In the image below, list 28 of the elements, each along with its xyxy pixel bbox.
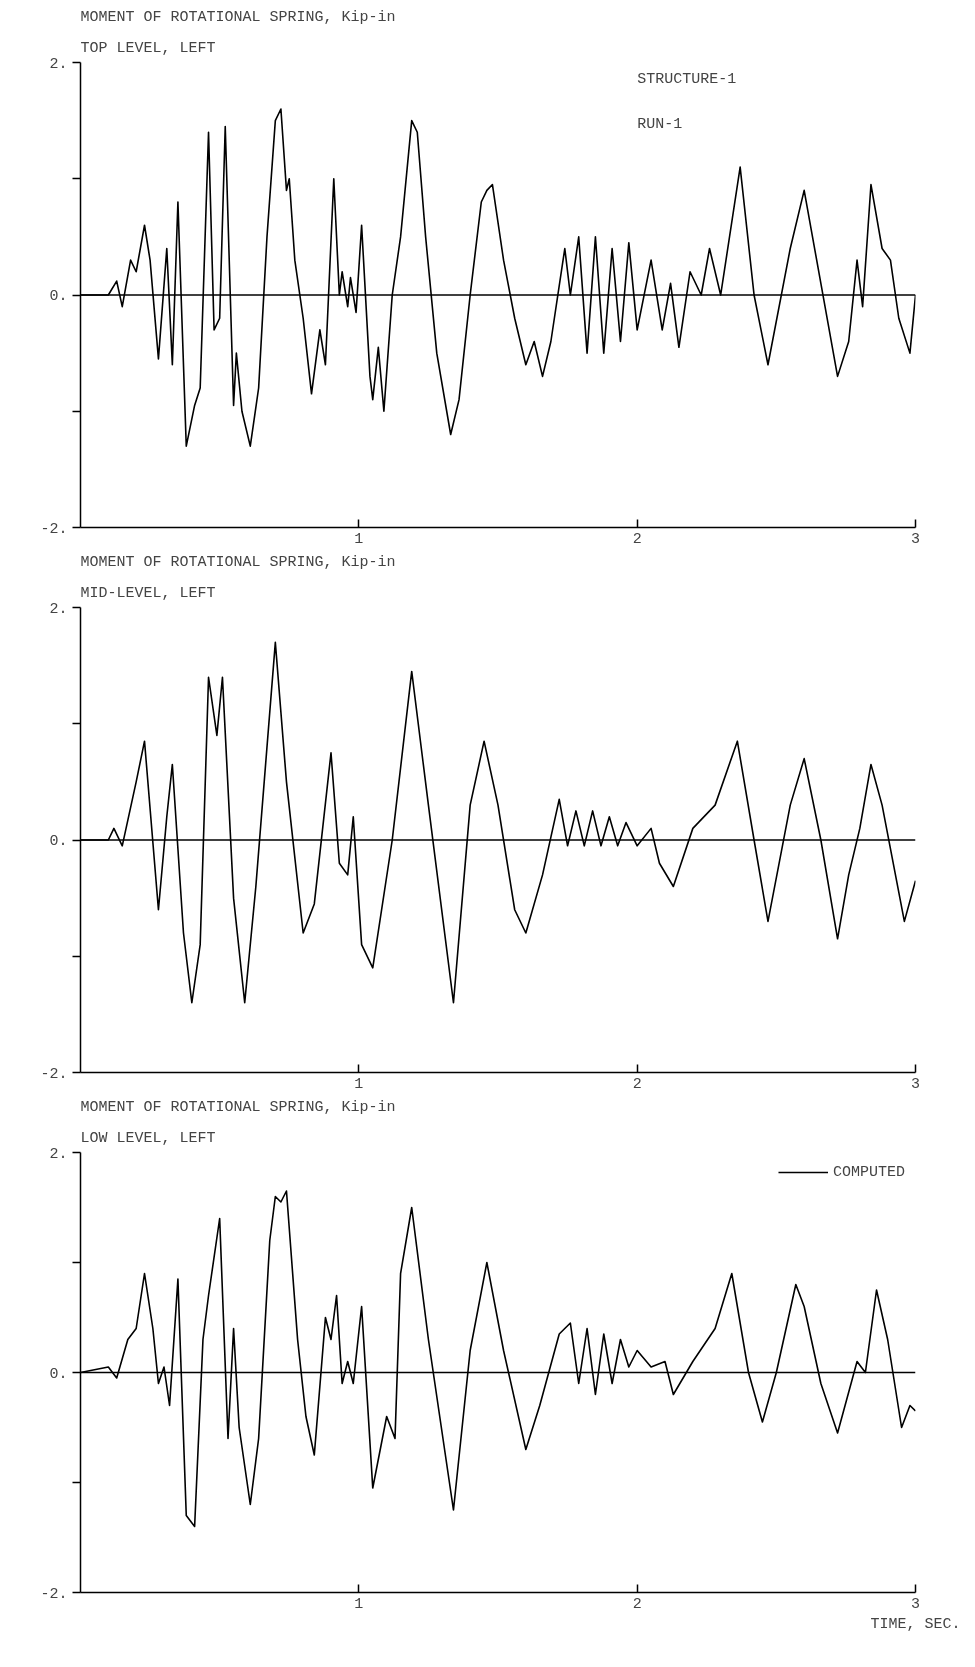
y-tick-label: 2. (49, 55, 68, 73)
x-axis-title: TIME, SEC. (870, 1615, 961, 1633)
chart-subtitle: MID-LEVEL, LEFT (80, 584, 216, 602)
chart-title: MOMENT OF ROTATIONAL SPRING, Kip-in (80, 553, 396, 571)
chart-subtitle: LOW LEVEL, LEFT (80, 1129, 216, 1147)
chart-subtitle: TOP LEVEL, LEFT (80, 39, 216, 57)
chart-title: MOMENT OF ROTATIONAL SPRING, Kip-in (80, 1098, 396, 1116)
chart-title: MOMENT OF ROTATIONAL SPRING, Kip-in (80, 8, 396, 26)
y-tick-label: 2. (49, 600, 68, 618)
annotation: RUN-1 (637, 115, 683, 133)
y-tick-label: 2. (49, 1145, 68, 1163)
x-tick-label: 1 (354, 530, 364, 548)
x-tick-label: 2 (632, 1595, 642, 1613)
y-tick-label: -2. (40, 1065, 68, 1083)
legend-label: COMPUTED (832, 1163, 905, 1181)
x-tick-label: 1 (354, 1075, 364, 1093)
x-tick-label: 1 (354, 1595, 364, 1613)
y-tick-label: -2. (40, 520, 68, 538)
x-tick-label: 2 (632, 530, 642, 548)
y-tick-label: 0. (49, 288, 68, 305)
x-tick-label: 3 (911, 530, 921, 548)
x-tick-label: 3 (911, 1075, 921, 1093)
y-tick-label: 0. (49, 833, 68, 850)
y-tick-label: -2. (40, 1585, 68, 1603)
annotation: STRUCTURE-1 (637, 71, 737, 89)
y-tick-label: 0. (49, 1365, 68, 1383)
x-tick-label: 2 (632, 1075, 642, 1093)
x-tick-label: 3 (911, 1595, 921, 1613)
